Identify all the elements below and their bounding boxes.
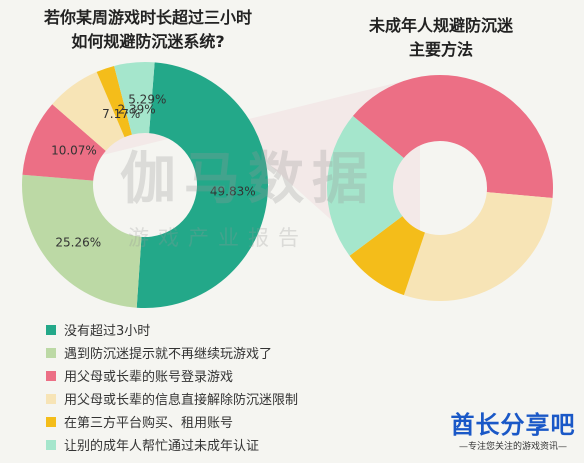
brand-slogan: —专注您关注的游戏资讯— bbox=[458, 442, 567, 452]
legend-item: 用父母或长辈的账号登录游戏 bbox=[46, 364, 298, 387]
left-slice-1 bbox=[21, 174, 142, 308]
legend-item: 在第三方平台购买、租用账号 bbox=[46, 410, 298, 433]
legend-swatch bbox=[46, 370, 56, 381]
legend-label: 在第三方平台购买、租用账号 bbox=[64, 416, 234, 431]
left-slice-3 bbox=[52, 71, 125, 151]
left-slice-0 bbox=[136, 62, 268, 308]
legend-swatch bbox=[46, 393, 56, 404]
legend-item: 让别的成年人帮忙通过未成年认证 bbox=[46, 433, 298, 456]
left-slice-4 bbox=[96, 65, 132, 138]
left-slice-label-2: 10.07% bbox=[51, 144, 97, 158]
right-chart-title: 未成年人规避防沉迷 主要方法 bbox=[336, 14, 546, 62]
right-slice-0 bbox=[352, 75, 553, 198]
brand-name: 酋长分享吧 bbox=[450, 411, 576, 439]
legend-item: 没有超过3小时 bbox=[46, 318, 298, 341]
right-chart-title-line-2: 主要方法 bbox=[408, 40, 473, 59]
legend-item: 用父母或长辈的信息直接解除防沉迷限制 bbox=[46, 387, 298, 410]
legend-label: 用父母或长辈的账号登录游戏 bbox=[64, 370, 234, 385]
left-slice-label-5: 5.29% bbox=[128, 92, 166, 106]
left-slice-label-4: 2.39% bbox=[118, 103, 156, 117]
left-slice-2 bbox=[22, 104, 106, 181]
legend-swatch bbox=[46, 347, 56, 358]
right-slice-3 bbox=[327, 116, 404, 256]
left-slice-5 bbox=[114, 62, 155, 135]
left-slice-label-3: 7.17% bbox=[102, 107, 140, 121]
legend-label: 没有超过3小时 bbox=[64, 324, 151, 339]
right-chart-title-line-1: 未成年人规避防沉迷 bbox=[368, 16, 513, 35]
legend-swatch bbox=[46, 416, 56, 427]
left-slice-label-1: 25.26% bbox=[55, 235, 101, 249]
left-slice-label-0: 49.83% bbox=[210, 184, 256, 198]
legend-label: 让别的成年人帮忙通过未成年认证 bbox=[64, 439, 260, 454]
right-slice-1 bbox=[403, 192, 553, 301]
right-donut-chart bbox=[327, 75, 553, 301]
left-chart-title-line-1: 若你某周游戏时长超过三小时 bbox=[43, 8, 252, 27]
right-slice-2 bbox=[349, 216, 425, 296]
legend-swatch bbox=[46, 324, 56, 335]
legend-label: 用父母或长辈的信息直接解除防沉迷限制 bbox=[64, 393, 299, 408]
legend-swatch bbox=[46, 439, 56, 450]
left-donut-labels: 49.83% 25.26% 10.07% 7.17%2.39%5.29% bbox=[51, 92, 256, 249]
legend-label: 遇到防沉迷提示就不再继续玩游戏了 bbox=[64, 347, 273, 362]
legend-item: 遇到防沉迷提示就不再继续玩游戏了 bbox=[46, 341, 298, 364]
legend: 没有超过3小时遇到防沉迷提示就不再继续玩游戏了 用父母或长辈的账号登录游戏用父母或… bbox=[46, 318, 298, 456]
brand-logo: 酋长分享吧 —专注您关注的游戏资讯— bbox=[446, 410, 580, 454]
left-chart-title: 若你某周游戏时长超过三小时 如何规避防沉迷系统? bbox=[18, 6, 278, 54]
left-chart-title-line-2: 如何规避防沉迷系统? bbox=[71, 32, 225, 51]
left-donut-chart bbox=[21, 62, 268, 308]
